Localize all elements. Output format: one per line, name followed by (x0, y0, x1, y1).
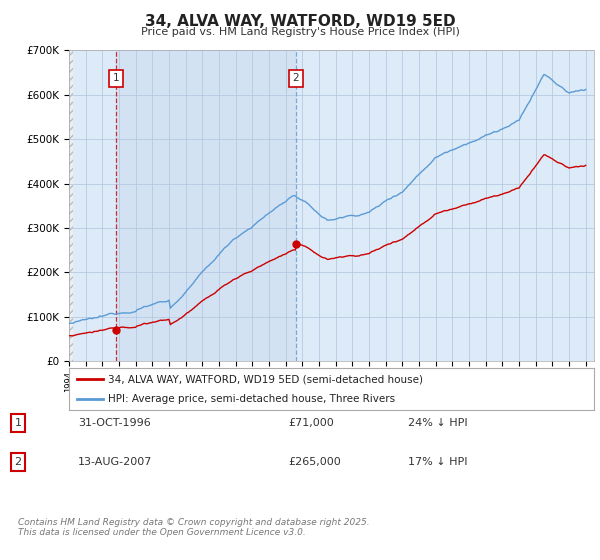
Text: 34, ALVA WAY, WATFORD, WD19 5ED (semi-detached house): 34, ALVA WAY, WATFORD, WD19 5ED (semi-de… (109, 374, 424, 384)
Text: £71,000: £71,000 (288, 418, 334, 428)
Text: HPI: Average price, semi-detached house, Three Rivers: HPI: Average price, semi-detached house,… (109, 394, 395, 404)
Text: Price paid vs. HM Land Registry's House Price Index (HPI): Price paid vs. HM Land Registry's House … (140, 27, 460, 37)
Text: 17% ↓ HPI: 17% ↓ HPI (408, 457, 467, 467)
Text: 13-AUG-2007: 13-AUG-2007 (78, 457, 152, 467)
Text: 1: 1 (14, 418, 22, 428)
Text: Contains HM Land Registry data © Crown copyright and database right 2025.
This d: Contains HM Land Registry data © Crown c… (18, 518, 370, 538)
Text: £265,000: £265,000 (288, 457, 341, 467)
Bar (116, 50, 296, 361)
Text: 2: 2 (293, 73, 299, 83)
Text: 31-OCT-1996: 31-OCT-1996 (78, 418, 151, 428)
Text: 1: 1 (113, 73, 119, 83)
Text: 24% ↓ HPI: 24% ↓ HPI (408, 418, 467, 428)
Text: 2: 2 (14, 457, 22, 467)
Text: 34, ALVA WAY, WATFORD, WD19 5ED: 34, ALVA WAY, WATFORD, WD19 5ED (145, 14, 455, 29)
